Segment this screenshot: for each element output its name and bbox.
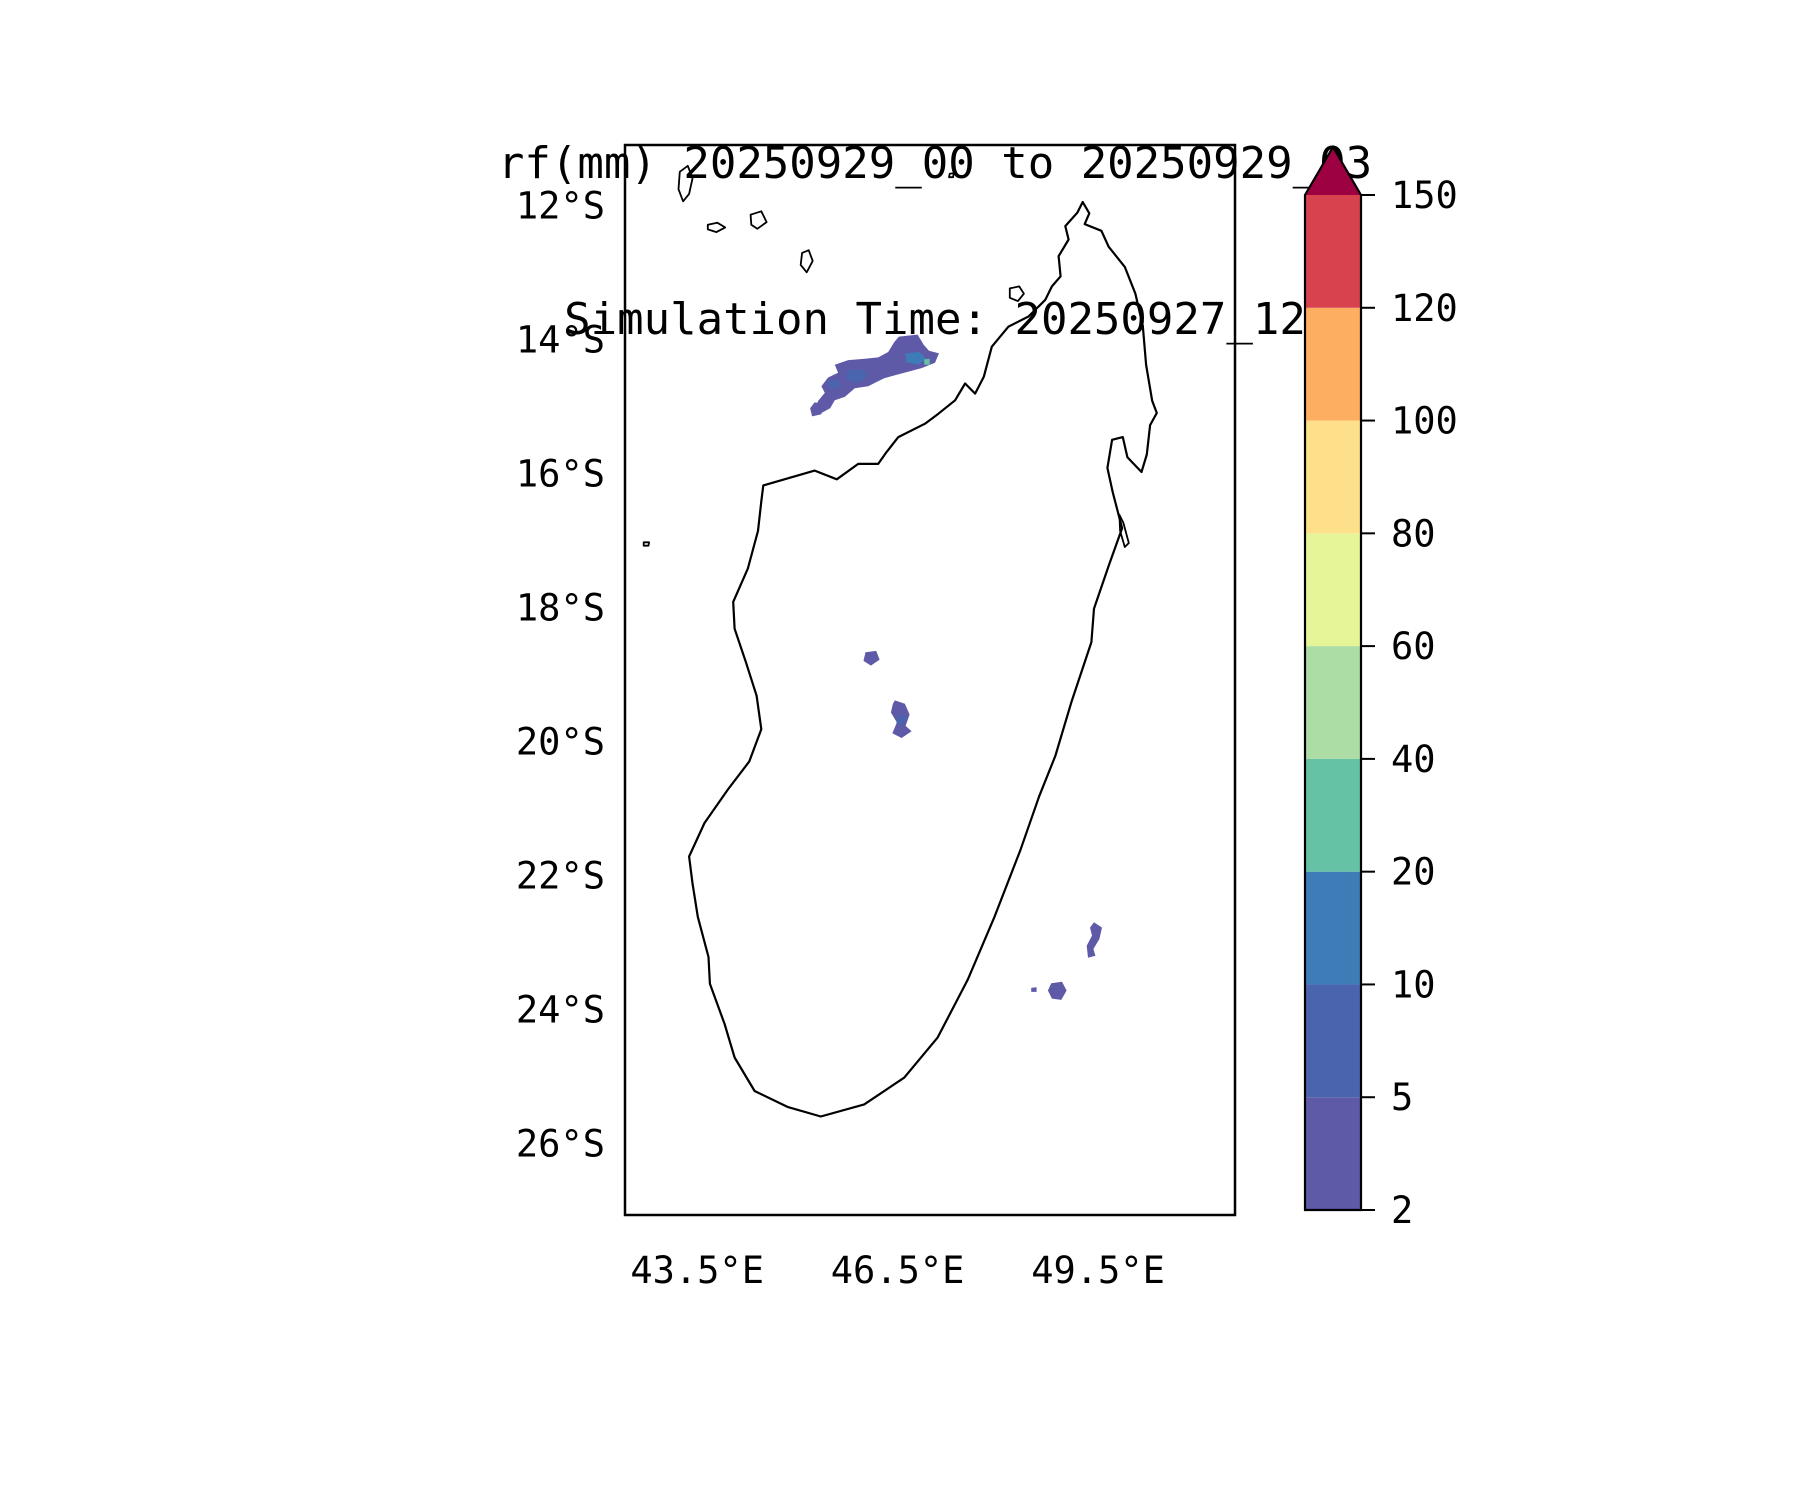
- rain-patch-nw-main: [814, 334, 939, 413]
- colorbar-tick-label: 10: [1391, 963, 1436, 1006]
- island-moheli: [706, 221, 727, 234]
- colorbar-segment: [1305, 1097, 1361, 1210]
- colorbar-tick-label: 120: [1391, 287, 1458, 330]
- map-frame: [623, 143, 1237, 1217]
- rain-patch-nw-sw-blob: [810, 402, 823, 417]
- colorbar-tick-label: 150: [1391, 174, 1458, 217]
- island-sainte-marie: [1118, 513, 1130, 548]
- figure-title-line2: Simulation Time: 20250927_12: [564, 294, 1306, 345]
- island-mayotte: [799, 249, 814, 274]
- figure-title: rf(mm) 20250929_00 to 20250929_03 Simula…: [70, 34, 1800, 450]
- island-nosy-be: [1008, 285, 1025, 303]
- rain-patch-nw-inner-2: [828, 379, 841, 389]
- madagascar-coastline: [687, 200, 1158, 1118]
- lon-tick-label: 43.5°E: [630, 1249, 764, 1292]
- lat-tick-label: 16°S: [516, 452, 605, 495]
- colorbar-tick-label: 80: [1391, 512, 1436, 555]
- lat-tick-label: 26°S: [516, 1122, 605, 1165]
- lat-tick-label: 22°S: [516, 854, 605, 897]
- island-anjouan: [749, 210, 768, 230]
- colorbar-tick-label: 20: [1391, 851, 1436, 894]
- colorbar-tick-label: 60: [1391, 625, 1436, 668]
- colorbar-segment: [1305, 307, 1361, 421]
- rain-patch-se-coast: [1086, 922, 1102, 958]
- colorbar-segment: [1305, 758, 1361, 872]
- rain-patch-se-speck: [1031, 987, 1037, 992]
- island-glorioso: [948, 172, 955, 179]
- rain-patch-central-small: [863, 650, 880, 666]
- rain-patch-se-inland: [1047, 981, 1067, 1000]
- rain-patch-nw-core-blue: [905, 352, 927, 365]
- rain-patch-nw-core-teal: [924, 358, 930, 365]
- lat-tick-label: 14°S: [516, 318, 605, 361]
- lon-tick-label: 46.5°E: [831, 1249, 965, 1292]
- colorbar-segment: [1305, 646, 1361, 759]
- lon-tick-label: 49.5°E: [1031, 1249, 1165, 1292]
- island-grande-comore: [677, 164, 694, 203]
- rain-patch-central-blob-core: [896, 714, 907, 726]
- lat-tick-label: 12°S: [516, 184, 605, 227]
- island-juan-de-nova: [642, 541, 650, 547]
- rain-patch-nw-inner-1: [846, 368, 869, 383]
- lat-tick-label: 20°S: [516, 720, 605, 763]
- colorbar-segment: [1305, 533, 1361, 647]
- lat-tick-label: 24°S: [516, 988, 605, 1031]
- colorbar-extend-arrow: [1305, 147, 1361, 195]
- figure-title-line1: rf(mm) 20250929_00 to 20250929_03: [497, 138, 1373, 189]
- colorbar-outline: [1303, 144, 1363, 1212]
- colorbar-tick-label: 100: [1391, 400, 1458, 443]
- colorbar-tick-label: 5: [1391, 1076, 1413, 1119]
- colorbar-tick-label: 2: [1391, 1189, 1413, 1232]
- colorbar-segment: [1305, 871, 1361, 985]
- colorbar-tick-label: 40: [1391, 738, 1436, 781]
- lat-tick-label: 18°S: [516, 586, 605, 629]
- colorbar-segment: [1305, 984, 1361, 1098]
- colorbar-segment: [1305, 420, 1361, 534]
- colorbar-segment: [1305, 195, 1361, 308]
